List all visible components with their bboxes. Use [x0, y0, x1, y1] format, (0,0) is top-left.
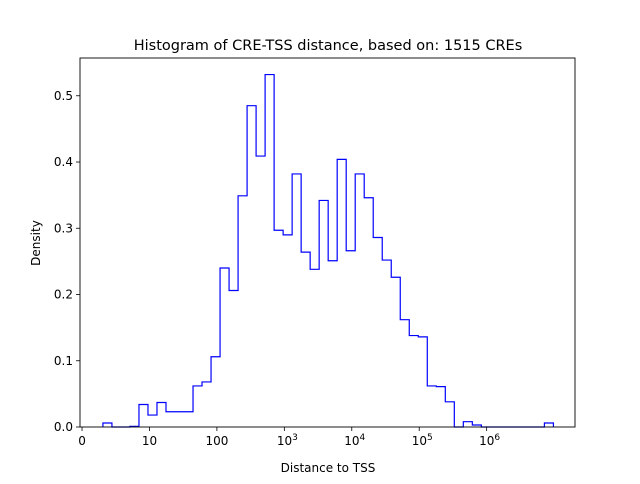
- y-tick-label: 0.4: [54, 155, 73, 169]
- x-tick-label: 10: [142, 434, 157, 448]
- histogram-step-line: [102, 73, 555, 428]
- y-tick-label: 0.2: [54, 288, 73, 302]
- y-tick-label: 0.0: [54, 420, 73, 434]
- y-axis-label: Density: [29, 220, 43, 266]
- y-tick-label: 0.3: [54, 221, 73, 235]
- x-tick-label: 105: [412, 433, 433, 448]
- y-tick-label: 0.5: [54, 89, 73, 103]
- y-tick-label: 0.1: [54, 354, 73, 368]
- plot-frame: [79, 57, 576, 428]
- x-tick-label: 103: [277, 433, 298, 448]
- x-tick-label: 0: [78, 434, 86, 448]
- chart-title: Histogram of CRE-TSS distance, based on:…: [134, 38, 523, 54]
- x-tick-label: 106: [479, 433, 500, 448]
- x-tick-label: 104: [344, 433, 365, 448]
- x-tick-label: 100: [205, 434, 228, 448]
- x-axis-label: Distance to TSS: [281, 461, 376, 475]
